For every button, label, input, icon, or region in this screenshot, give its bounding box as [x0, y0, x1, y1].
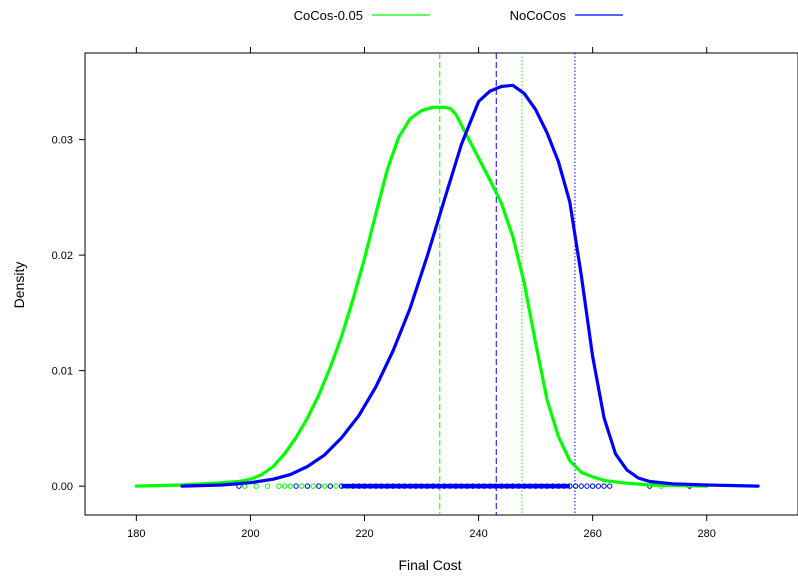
- y-axis-title: Density: [11, 262, 27, 309]
- rug-point-cocos-0-05: [310, 483, 316, 489]
- rug-point-cocos-0-05: [276, 483, 282, 489]
- legend: CoCos-0.05 NoCoCos: [294, 8, 623, 23]
- x-axis-title: Final Cost: [398, 557, 461, 573]
- x-tick-label: 200: [241, 528, 259, 540]
- rug-point-cocos-0-05: [281, 483, 288, 489]
- y-tick-label: 0.03: [52, 135, 73, 147]
- rug-point-cocos-0-05: [253, 483, 259, 489]
- y-tick-label: 0.00: [52, 481, 73, 493]
- rug-point-nococos: [607, 483, 613, 489]
- legend-label-nococos: NoCoCos: [510, 8, 567, 23]
- rug-point-nococos: [293, 483, 299, 489]
- series-line-cocos-0-05: [134, 105, 709, 488]
- y-tick-label: 0.01: [52, 366, 73, 378]
- reference-lines: [439, 53, 576, 515]
- rug-point-nococos: [572, 483, 579, 489]
- rug-point-cocos-0-05: [264, 483, 271, 489]
- rug-point-cocos-0-05: [299, 483, 305, 489]
- rug-point-cocos-0-05: [333, 483, 339, 489]
- rug-point-nococos: [584, 483, 590, 489]
- rug-point-nococos: [304, 483, 311, 489]
- rug-point-nococos: [589, 483, 596, 489]
- y-tick-label: 0.02: [52, 250, 73, 262]
- series-line-nococos: [180, 83, 760, 488]
- rug-marks: [236, 483, 693, 489]
- rug-point-nococos: [595, 483, 602, 489]
- density-curves: [134, 83, 760, 488]
- y-axis: 0.00 0.01 0.02 0.03: [52, 135, 85, 493]
- x-axis: 180 200 220 240 260 280: [127, 47, 716, 540]
- x-tick-label: 240: [469, 528, 487, 540]
- rug-point-nococos: [578, 483, 584, 489]
- rug-point-nococos: [316, 483, 322, 489]
- rug-point-cocos-0-05: [321, 483, 328, 489]
- rug-point-nococos: [327, 483, 333, 489]
- x-tick-label: 180: [127, 528, 145, 540]
- x-tick-label: 220: [355, 528, 373, 540]
- x-tick-label: 280: [698, 528, 716, 540]
- rug-point-nococos: [601, 483, 607, 489]
- legend-label-cocos: CoCos-0.05: [294, 8, 363, 23]
- plot-frame: [84, 52, 798, 516]
- x-tick-label: 260: [583, 528, 601, 540]
- rug-point-cocos-0-05: [287, 483, 294, 489]
